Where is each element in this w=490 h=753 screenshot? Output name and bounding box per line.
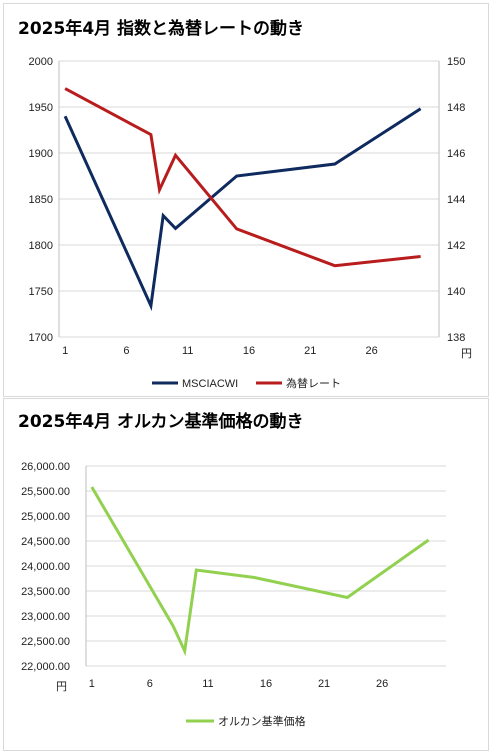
x-tick-label: 1	[62, 345, 68, 357]
y-right-tick-label: 150	[447, 56, 465, 68]
y-tick-label: 25,500.00	[21, 486, 70, 498]
y-tick-label: 24,500.00	[21, 536, 70, 548]
x-tick-label: 16	[260, 678, 272, 690]
y-right-tick-label: 144	[447, 194, 465, 206]
x-tick-label: 6	[147, 678, 153, 690]
y-left-tick-label: 2000	[29, 56, 53, 68]
y-right-tick-label: 138	[447, 332, 465, 344]
x-tick-label: 11	[182, 345, 193, 357]
chart-title: 2025年4月 指数と為替レートの動き	[18, 19, 305, 39]
x-tick-label: 26	[376, 678, 388, 690]
y-tick-label: 22,500.00	[21, 636, 70, 648]
chart-panel-index-fx: 2025年4月 指数と為替レートの動き 1700 1750 1800 1850 1900…	[3, 3, 489, 397]
y-left-tick-label: 1950	[29, 102, 53, 114]
x-tick-label: 11	[202, 678, 213, 690]
x-unit-label: 円	[461, 348, 472, 360]
y-left-tick-label: 1900	[29, 148, 53, 160]
chart-title: 2025年4月 オルカン基準価格の動き	[18, 412, 304, 432]
y-tick-label: 22,000.00	[21, 661, 70, 673]
y-right-tick-label: 148	[447, 102, 465, 114]
x-tick-label: 21	[318, 678, 330, 690]
series-line-orcan	[90, 486, 430, 657]
y-left-tick-label: 1700	[29, 332, 53, 344]
y-tick-label: 23,000.00	[21, 611, 70, 623]
y-tick-label: 25,000.00	[21, 511, 70, 523]
x-tick-label: 21	[304, 345, 316, 357]
x-tick-label: 16	[243, 345, 255, 357]
legend-label: 為替レート	[286, 376, 341, 390]
series-line-msciacwi	[63, 107, 422, 312]
y-left-tick-label: 1850	[29, 194, 53, 206]
y-right-tick-label: 146	[447, 148, 465, 160]
y-unit-label: 円	[56, 681, 67, 693]
y-left-tick-label: 1750	[29, 286, 53, 298]
x-tick-label: 26	[365, 345, 377, 357]
x-tick-label: 6	[123, 345, 129, 357]
orcan-line-chart: 22,000.00 22,500.00 23,000.00 23,500.00 24,0…	[21, 461, 446, 728]
legend-label: オルカン基準価格	[218, 714, 306, 728]
y-tick-label: 24,000.00	[21, 561, 70, 573]
y-right-tick-label: 140	[447, 286, 465, 298]
y-right-tick-label: 142	[447, 240, 465, 252]
index-fx-line-chart: 1700 1750 1800 1850 1900 1950 2000 138 140 142 144…	[29, 56, 472, 390]
legend-label: MSCIACWI	[182, 378, 238, 390]
y-tick-label: 26,000.00	[21, 461, 70, 473]
series-line-fx-rate	[64, 87, 421, 268]
x-tick-label: 1	[89, 678, 95, 690]
chart-panel-orcan: 2025年4月 オルカン基準価格の動き 22,000.00 22,500.00 23…	[3, 398, 489, 751]
y-left-tick-label: 1800	[29, 240, 53, 252]
y-tick-label: 23,500.00	[21, 586, 70, 598]
